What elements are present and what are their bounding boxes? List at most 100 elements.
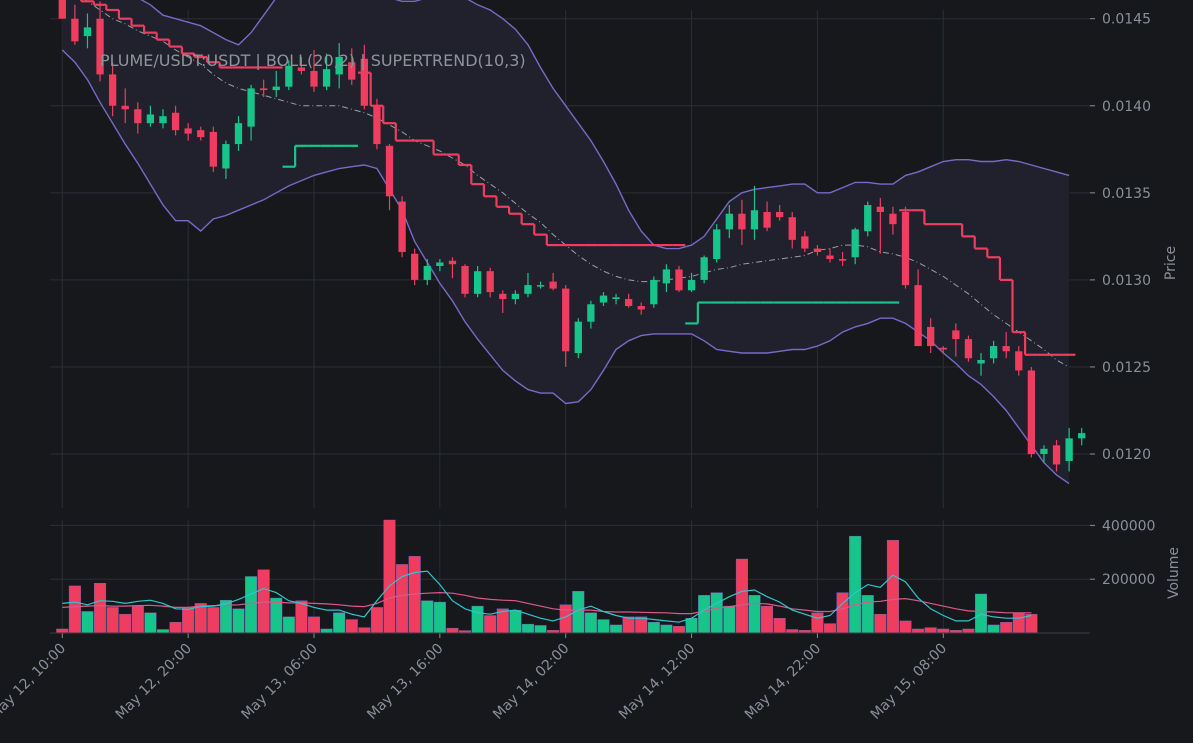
candle-body bbox=[108, 74, 117, 106]
candle-body bbox=[272, 86, 280, 91]
volume-bar bbox=[207, 607, 220, 634]
candle-body bbox=[864, 205, 872, 232]
candle-body bbox=[511, 293, 520, 300]
price-tick-label: 0.0130 bbox=[1102, 273, 1151, 289]
bollinger-lower-line bbox=[61, 49, 1070, 485]
volume-bar bbox=[597, 619, 610, 634]
candle-body bbox=[411, 253, 419, 280]
bollinger-band-fill bbox=[62, 0, 1070, 484]
price-tick-label: 0.0135 bbox=[1102, 186, 1151, 202]
volume-bar bbox=[773, 618, 786, 634]
volume-bar bbox=[987, 624, 1000, 634]
candle-body bbox=[499, 293, 507, 300]
candle-body bbox=[134, 109, 142, 124]
volume-ma-slow-line bbox=[62, 591, 1032, 615]
candle-body bbox=[121, 105, 129, 110]
candle-body bbox=[851, 229, 859, 258]
candle-body bbox=[83, 27, 92, 37]
candle-body bbox=[562, 288, 570, 352]
candle-body bbox=[612, 297, 620, 300]
volume-tick-label: 400000 bbox=[1102, 518, 1155, 534]
candle-body bbox=[574, 321, 582, 354]
price-tick-label: 0.0125 bbox=[1102, 360, 1151, 376]
candle-body bbox=[901, 211, 910, 286]
candle-body bbox=[373, 105, 381, 145]
volume-bar bbox=[937, 628, 950, 634]
volume-bar bbox=[484, 615, 497, 634]
volume-bar bbox=[333, 612, 346, 634]
volume-bar bbox=[358, 627, 371, 634]
candle-body bbox=[549, 281, 557, 289]
candle-body bbox=[939, 347, 947, 350]
candle-body bbox=[1065, 438, 1073, 461]
candle-body bbox=[310, 70, 318, 87]
candle-body bbox=[247, 88, 255, 127]
candle-body bbox=[599, 295, 608, 303]
volume-bar bbox=[370, 607, 383, 634]
volume-bar bbox=[886, 539, 899, 634]
candle-body bbox=[360, 58, 368, 106]
candle-body bbox=[952, 330, 960, 340]
volume-bar bbox=[446, 627, 459, 634]
volume-bar bbox=[106, 607, 119, 634]
volume-bar bbox=[710, 592, 723, 634]
volume-bar bbox=[622, 616, 635, 634]
candle-body bbox=[738, 213, 746, 230]
volume-bar bbox=[295, 600, 308, 634]
candle-body bbox=[448, 260, 457, 265]
volume-bar bbox=[68, 585, 81, 634]
volume-bar bbox=[509, 609, 522, 634]
volume-bar bbox=[647, 622, 660, 634]
volume-bar bbox=[635, 616, 648, 634]
candle-body bbox=[876, 206, 884, 212]
volume-bar bbox=[1025, 613, 1038, 634]
candle-body bbox=[838, 259, 847, 261]
candle-body bbox=[1015, 351, 1023, 371]
volume-bar bbox=[672, 626, 685, 634]
candle-body bbox=[1002, 346, 1010, 352]
candle-body bbox=[197, 130, 205, 138]
candle-body bbox=[146, 114, 155, 124]
volume-moving-averages bbox=[62, 570, 1032, 623]
volume-bar bbox=[156, 629, 169, 634]
volume-bar bbox=[685, 618, 698, 634]
candle-body bbox=[222, 144, 230, 169]
volume-bar bbox=[534, 625, 547, 634]
candle-body bbox=[750, 210, 759, 230]
candle-body bbox=[486, 271, 494, 293]
volume-bar bbox=[144, 612, 157, 634]
volume-bar bbox=[698, 595, 711, 634]
volume-bar bbox=[383, 519, 396, 634]
volume-bar bbox=[119, 613, 132, 634]
volume-bar bbox=[559, 604, 572, 634]
volume-bar bbox=[924, 627, 937, 634]
candle-body bbox=[700, 257, 708, 280]
volume-bar bbox=[761, 605, 774, 634]
volume-bars bbox=[56, 519, 1038, 634]
candle-body bbox=[461, 265, 469, 294]
candle-body bbox=[159, 116, 167, 124]
candle-body bbox=[826, 255, 834, 259]
candle-body bbox=[813, 248, 822, 253]
volume-bar bbox=[660, 624, 673, 634]
volume-bar bbox=[345, 619, 358, 634]
candle-body bbox=[763, 211, 771, 228]
supertrend-line bbox=[80, 0, 1076, 356]
candlestick-series bbox=[58, 0, 1086, 472]
candle-body bbox=[285, 65, 293, 87]
candle-body bbox=[348, 62, 356, 80]
volume-bar bbox=[735, 558, 748, 634]
candle-body bbox=[650, 279, 658, 305]
volume-bar bbox=[836, 592, 849, 634]
candle-body bbox=[335, 57, 343, 75]
bollinger-upper-line bbox=[140, 0, 1070, 250]
volume-bar bbox=[912, 628, 925, 634]
candle-body bbox=[524, 285, 532, 294]
candle-body bbox=[1027, 370, 1036, 455]
candle-body bbox=[58, 0, 66, 19]
volume-bar bbox=[471, 605, 484, 634]
candle-body bbox=[171, 112, 180, 131]
volume-bar bbox=[1000, 622, 1013, 634]
candle-body bbox=[234, 123, 243, 145]
candle-body bbox=[209, 131, 217, 167]
